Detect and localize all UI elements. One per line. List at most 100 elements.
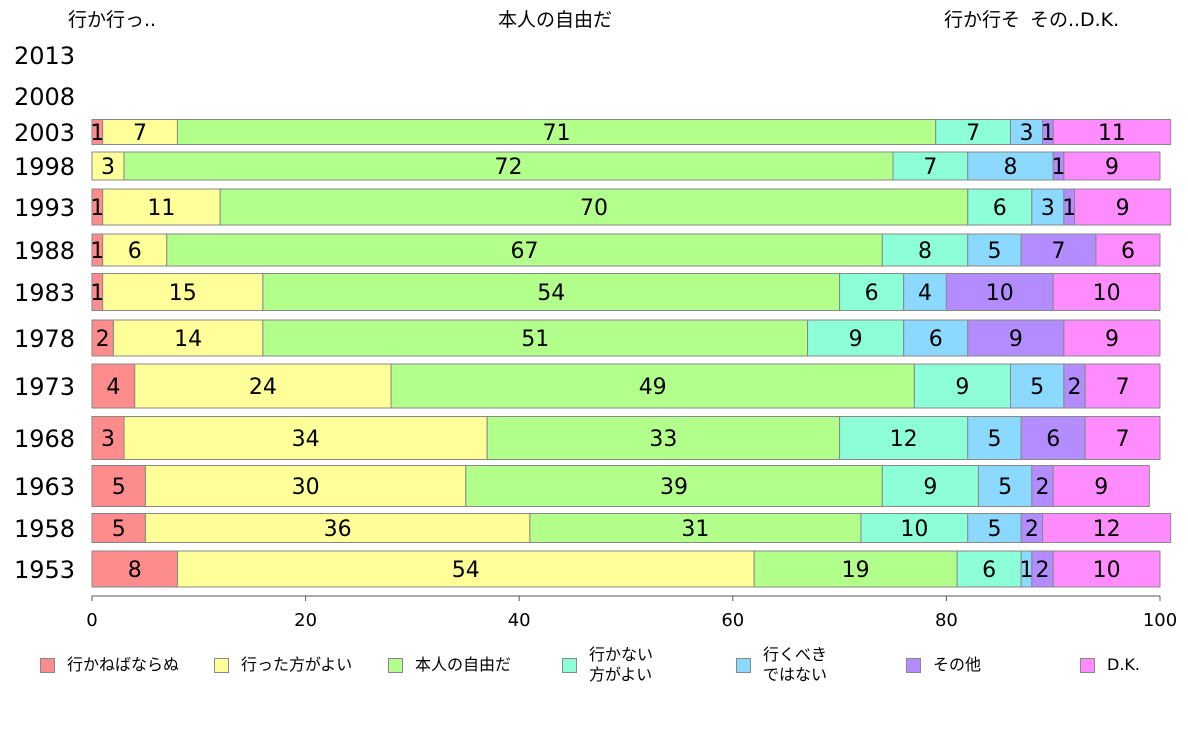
data-label: 9 [1116, 196, 1130, 221]
data-label: 10 [900, 517, 928, 542]
data-label: 3 [1020, 121, 1034, 146]
data-label: 10 [1093, 281, 1121, 306]
data-label: 2 [1025, 517, 1039, 542]
data-label: 6 [1121, 239, 1135, 264]
data-label: 1 [1041, 121, 1055, 146]
data-label: 6 [993, 196, 1007, 221]
bar-segment [91, 513, 146, 543]
year-label: 1983 [14, 279, 75, 307]
data-label: 24 [249, 375, 277, 400]
data-label: 7 [966, 121, 980, 146]
top-label: その.. [1030, 9, 1080, 31]
data-label: 9 [1105, 327, 1119, 352]
data-label: 8 [918, 239, 932, 264]
data-label: 7 [923, 155, 937, 180]
data-label: 4 [918, 281, 932, 306]
bar-segment [1074, 188, 1172, 226]
data-label: 11 [1098, 121, 1126, 146]
data-label: 54 [452, 558, 480, 583]
data-label: 72 [495, 155, 523, 180]
data-label: 2 [1068, 375, 1082, 400]
data-label: 7 [133, 121, 147, 146]
data-label: 5 [987, 427, 1001, 452]
data-label: 5 [987, 239, 1001, 264]
legend-item: D.K. [1080, 655, 1140, 675]
bar-segment [144, 465, 467, 507]
data-label: 3 [101, 427, 115, 452]
x-tick-label: 20 [294, 610, 317, 631]
data-label: 9 [849, 327, 863, 352]
bar-segment [262, 273, 841, 311]
bar-segment [112, 319, 264, 357]
bar-segment [144, 513, 531, 543]
bar-segment [390, 363, 915, 409]
data-label: 12 [1093, 517, 1121, 542]
legend-label: D.K. [1107, 655, 1140, 674]
data-label: 12 [890, 427, 918, 452]
data-label: 54 [537, 281, 565, 306]
data-label: 6 [982, 558, 996, 583]
bar-segment [807, 319, 905, 357]
bar-segment [839, 273, 905, 311]
bar-segment [102, 119, 178, 145]
data-label: 5 [112, 517, 126, 542]
data-label: 6 [929, 327, 943, 352]
bar-segment [892, 151, 969, 181]
bar-segment [91, 550, 178, 588]
data-label: 39 [660, 475, 688, 500]
bar-segment [166, 233, 883, 267]
bar-segment [1063, 319, 1161, 357]
data-label: 5 [1030, 375, 1044, 400]
data-label: 9 [1009, 327, 1023, 352]
data-label: 6 [1046, 427, 1060, 452]
legend-swatch [562, 657, 577, 673]
data-label: 67 [511, 239, 539, 264]
bar-segment [1084, 363, 1161, 409]
top-label: 本人の自由だ [498, 9, 612, 31]
bar-segment [1009, 363, 1065, 409]
bar-segment [967, 233, 1022, 267]
year-label: 1978 [14, 325, 75, 353]
data-label: 7 [1116, 427, 1130, 452]
year-label: 2008 [14, 83, 75, 111]
bar-segment [123, 416, 488, 460]
bar-segment [977, 465, 1033, 507]
legend-swatch [906, 657, 921, 673]
year-label: 1988 [14, 237, 75, 265]
data-label: 10 [986, 281, 1014, 306]
x-tick-label: 0 [86, 610, 97, 631]
data-label: 9 [955, 375, 969, 400]
top-label: D.K. [1080, 9, 1119, 31]
year-label: 1973 [14, 373, 75, 401]
year-label: 1968 [14, 425, 75, 453]
data-label: 36 [324, 517, 352, 542]
data-label: 10 [1093, 558, 1121, 583]
data-label: 49 [639, 375, 667, 400]
data-label: 14 [174, 327, 202, 352]
bar-segment [881, 465, 979, 507]
bar-segment [1031, 188, 1065, 226]
data-label: 19 [842, 558, 870, 583]
bar-segment [881, 233, 969, 267]
year-label: 1963 [14, 473, 75, 501]
data-label: 15 [169, 281, 197, 306]
data-label: 1 [1020, 558, 1034, 583]
bar-segment [945, 273, 1054, 311]
legend-label: 本人の自由だ [415, 655, 512, 674]
bar-segment [102, 273, 264, 311]
data-label: 71 [543, 121, 571, 146]
data-label: 51 [521, 327, 549, 352]
bar-segment [102, 233, 168, 267]
legend-item: 行かない 方がよい [562, 645, 653, 685]
data-label: 9 [1094, 475, 1108, 500]
data-label: 6 [865, 281, 879, 306]
year-label: 1953 [14, 556, 75, 584]
year-label: 2013 [14, 42, 75, 70]
data-label: 1 [90, 281, 104, 306]
data-label: 1 [1052, 155, 1066, 180]
bar-segment [262, 319, 809, 357]
bar-segment [1042, 513, 1172, 543]
bar-segment [91, 416, 125, 460]
data-label: 8 [128, 558, 142, 583]
